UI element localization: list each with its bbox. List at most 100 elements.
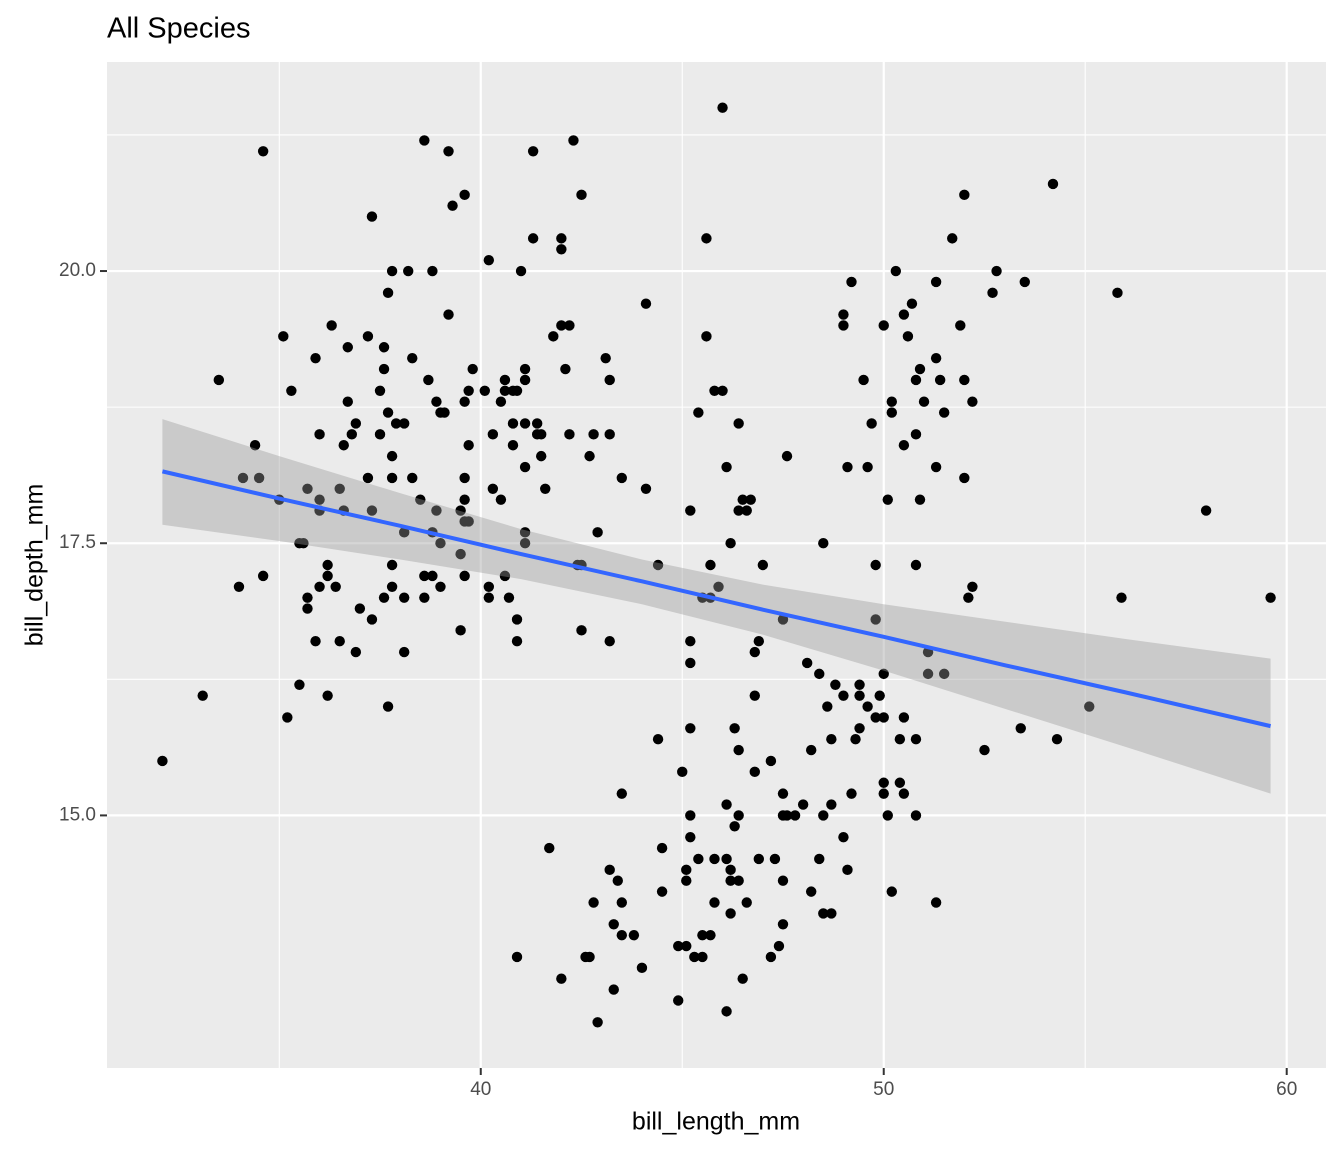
point bbox=[459, 472, 470, 484]
point bbox=[640, 298, 652, 309]
point bbox=[334, 483, 345, 494]
point bbox=[487, 429, 499, 440]
point bbox=[608, 919, 619, 930]
point bbox=[314, 429, 325, 440]
point bbox=[443, 146, 454, 157]
point bbox=[709, 385, 720, 397]
point bbox=[419, 592, 430, 603]
point bbox=[503, 592, 515, 603]
point bbox=[366, 505, 378, 516]
point bbox=[592, 527, 603, 538]
point bbox=[717, 385, 728, 397]
point bbox=[483, 581, 495, 592]
point bbox=[511, 636, 523, 647]
point bbox=[616, 472, 628, 484]
point bbox=[749, 646, 760, 658]
point bbox=[959, 472, 970, 484]
point bbox=[519, 418, 531, 429]
point bbox=[616, 897, 628, 908]
point bbox=[604, 864, 615, 876]
point bbox=[463, 440, 474, 451]
point bbox=[588, 429, 599, 440]
point bbox=[499, 570, 511, 582]
point bbox=[435, 538, 446, 549]
point bbox=[725, 864, 736, 876]
point bbox=[322, 690, 333, 701]
point bbox=[777, 614, 789, 625]
point bbox=[805, 886, 817, 897]
point bbox=[753, 853, 765, 865]
point bbox=[826, 733, 837, 745]
point bbox=[721, 853, 732, 865]
point bbox=[721, 1006, 732, 1017]
point bbox=[938, 407, 950, 418]
point bbox=[737, 973, 748, 984]
point bbox=[338, 440, 349, 451]
point bbox=[886, 396, 897, 407]
point bbox=[419, 570, 430, 582]
point bbox=[1265, 592, 1276, 603]
point bbox=[826, 799, 837, 810]
point bbox=[390, 418, 402, 429]
point bbox=[519, 461, 531, 473]
point bbox=[447, 200, 458, 211]
point bbox=[789, 810, 801, 821]
point bbox=[882, 494, 893, 505]
point bbox=[612, 875, 623, 886]
point bbox=[495, 494, 507, 505]
point bbox=[777, 788, 789, 799]
point bbox=[576, 189, 587, 201]
point bbox=[677, 766, 688, 778]
point bbox=[733, 744, 744, 756]
point bbox=[427, 570, 438, 582]
point bbox=[350, 646, 362, 658]
point bbox=[886, 407, 897, 418]
point bbox=[322, 559, 333, 571]
point bbox=[967, 396, 978, 407]
x-tick-label: 50 bbox=[873, 1079, 894, 1100]
point bbox=[781, 810, 793, 821]
point bbox=[519, 538, 531, 549]
point bbox=[197, 690, 208, 701]
point bbox=[423, 374, 434, 386]
point bbox=[858, 374, 869, 386]
point bbox=[322, 570, 333, 582]
point bbox=[1019, 276, 1030, 288]
point bbox=[729, 821, 740, 832]
point bbox=[955, 320, 966, 331]
point bbox=[459, 189, 470, 201]
point bbox=[854, 690, 865, 701]
y-tick-label: 20.0 bbox=[59, 260, 96, 281]
point bbox=[1112, 287, 1123, 299]
point bbox=[527, 233, 539, 244]
point bbox=[922, 668, 934, 680]
point bbox=[403, 265, 414, 277]
point bbox=[878, 777, 889, 788]
point bbox=[302, 592, 313, 603]
point bbox=[604, 636, 615, 647]
point bbox=[398, 527, 410, 538]
point bbox=[846, 276, 857, 288]
point bbox=[495, 396, 507, 407]
point bbox=[673, 940, 684, 952]
point bbox=[765, 951, 777, 963]
point bbox=[930, 461, 942, 473]
point bbox=[588, 897, 599, 908]
point bbox=[616, 788, 628, 799]
point bbox=[749, 690, 760, 701]
point bbox=[910, 429, 922, 440]
point bbox=[737, 494, 748, 505]
point bbox=[777, 919, 789, 930]
point bbox=[914, 494, 926, 505]
point bbox=[366, 211, 378, 222]
point bbox=[314, 581, 325, 592]
point bbox=[878, 788, 889, 799]
point bbox=[350, 418, 362, 429]
point bbox=[721, 461, 732, 473]
point bbox=[850, 733, 861, 745]
point bbox=[378, 592, 390, 603]
point bbox=[818, 810, 829, 821]
point bbox=[382, 701, 394, 712]
point bbox=[511, 385, 523, 397]
point bbox=[701, 331, 712, 342]
